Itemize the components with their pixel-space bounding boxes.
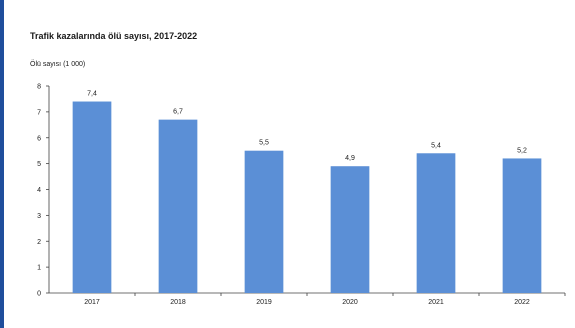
y-tick-label: 6 <box>37 135 41 142</box>
bar <box>72 101 112 294</box>
chart-title: Trafik kazalarında ölü sayısı, 2017-2022 <box>30 31 198 41</box>
y-tick-label: 8 <box>37 84 41 91</box>
bar <box>244 150 284 293</box>
x-tick-label: 2017 <box>84 299 100 306</box>
y-axis-label: Ölü sayısı (1 000) <box>30 61 86 68</box>
x-tick-label: 2021 <box>428 299 444 306</box>
bar <box>416 153 456 293</box>
x-tick-label: 2022 <box>514 299 530 306</box>
data-label: 5,2 <box>517 147 527 154</box>
y-tick-label: 1 <box>37 265 41 272</box>
data-label: 4,9 <box>345 155 355 162</box>
data-label: 5,4 <box>431 142 441 149</box>
y-tick-label: 5 <box>37 161 41 168</box>
x-tick-label: 2018 <box>170 299 186 306</box>
data-label: 6,7 <box>173 109 183 116</box>
y-tick-label: 3 <box>37 213 41 220</box>
x-tick-label: 2019 <box>256 299 272 306</box>
bar <box>158 119 198 293</box>
y-tick-label: 2 <box>37 239 41 246</box>
bar <box>330 166 370 293</box>
y-tick-label: 4 <box>37 187 41 194</box>
y-tick-label: 0 <box>37 291 41 298</box>
data-label: 5,5 <box>259 140 269 147</box>
bar <box>502 158 542 293</box>
data-label: 7,4 <box>87 91 97 98</box>
x-tick-label: 2020 <box>342 299 358 306</box>
y-tick-label: 7 <box>37 109 41 116</box>
